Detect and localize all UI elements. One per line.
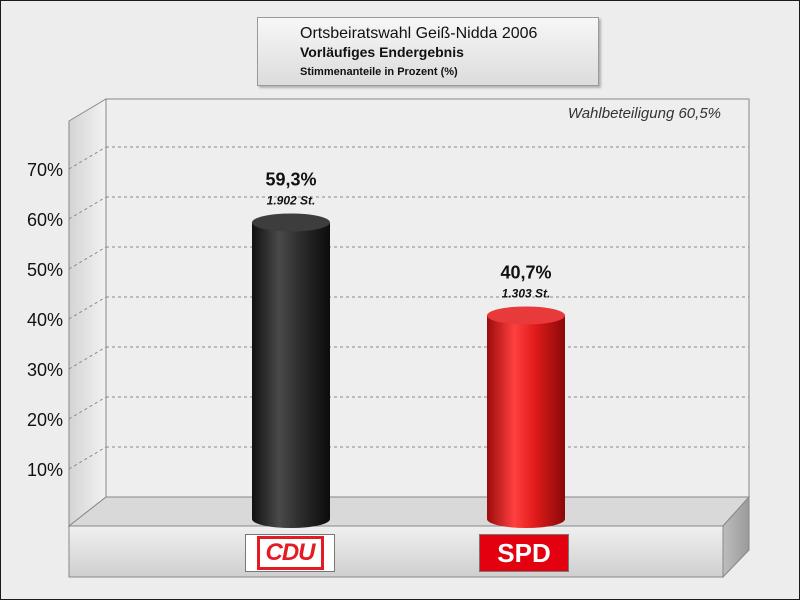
bar-votes-label: 1.303 St. — [502, 287, 551, 301]
bar-spd: 40,7% 1.303 St. — [487, 263, 565, 528]
chart-title: Ortsbeiratswahl Geiß-Nidda 2006 — [300, 25, 538, 42]
bar-body — [252, 222, 330, 528]
y-tick-label: 20% — [27, 410, 63, 430]
bar-body — [487, 315, 565, 528]
plot-back-wall — [105, 98, 750, 498]
base-front — [68, 525, 724, 578]
y-tick-label: 40% — [27, 310, 63, 330]
bar-value-label: 40,7% — [500, 263, 551, 283]
gridlines — [68, 146, 749, 470]
title-box: Ortsbeiratswahl Geiß-Nidda 2006 Vorläufi… — [257, 17, 599, 86]
bar-votes-label: 1.902 St. — [267, 194, 316, 208]
cdu-logo-text: CDU — [256, 536, 324, 570]
spd-logo-text: SPD — [497, 537, 551, 568]
plot-floor — [67, 496, 751, 527]
gridline-side — [68, 146, 107, 170]
gridline-side — [68, 446, 107, 470]
plot-side-wall — [68, 98, 107, 528]
bar-cdu: 59,3% 1.902 St. — [252, 170, 330, 528]
turnout-annotation: Wahlbeteiligung 60,5% — [568, 105, 721, 122]
bar-value-label: 59,3% — [265, 170, 316, 190]
gridline-side — [68, 396, 107, 420]
y-tick-label: 10% — [27, 460, 63, 480]
gridline-side — [68, 246, 107, 270]
y-tick-label: 50% — [27, 260, 63, 280]
cdu-logo: CDU — [245, 534, 335, 572]
bars: 59,3% 1.902 St. 40,7% 1.303 St. — [252, 170, 565, 528]
y-tick-label: 30% — [27, 360, 63, 380]
bar-top — [252, 213, 330, 232]
bar-top — [487, 306, 565, 325]
y-tick-label: 70% — [27, 160, 63, 180]
y-axis-ticks: 10% 20% 30% 40% 50% 60% 70% — [27, 160, 63, 480]
gridline-side — [68, 346, 107, 370]
chart-note: Stimmenanteile in Prozent (%) — [300, 66, 458, 78]
gridline-side — [68, 196, 107, 220]
chart-subtitle: Vorläufiges Endergebnis — [300, 44, 464, 60]
spd-logo: SPD — [479, 534, 569, 572]
y-tick-label: 60% — [27, 210, 63, 230]
base-side — [722, 495, 750, 579]
gridline-side — [68, 296, 107, 320]
